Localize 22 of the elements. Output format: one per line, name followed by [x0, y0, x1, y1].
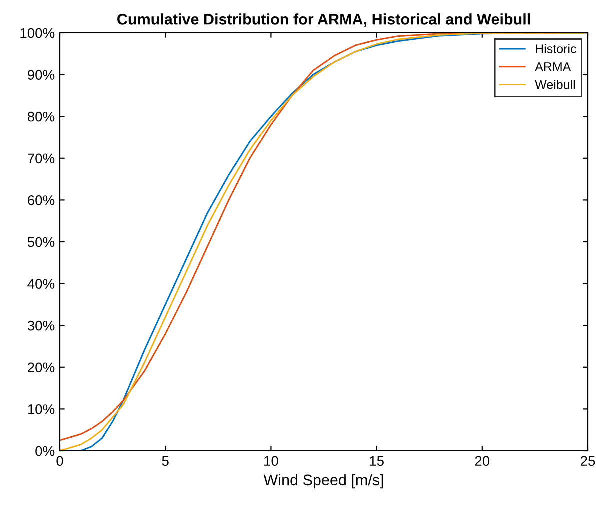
chart-title: Cumulative Distribution for ARMA, Historical and Weibull — [118, 14, 530, 28]
y-tick-label: 80% — [28, 112, 55, 122]
x-tick-label: 25 — [580, 456, 596, 466]
y-tick-label: 40% — [28, 279, 55, 289]
y-tick-label: 60% — [28, 196, 55, 206]
x-axis-title: Wind Speed [m/s] — [264, 474, 384, 489]
y-tick-label: 70% — [28, 154, 55, 164]
legend-label: ARMA — [535, 62, 572, 72]
y-tick-label: 20% — [28, 362, 55, 373]
y-tick-label: 50% — [28, 237, 55, 248]
x-tick-label: 0 — [56, 456, 64, 466]
x-tick-label: 15 — [370, 456, 384, 466]
y-tick-label: 0% — [36, 446, 55, 456]
legend-label: Weibull — [535, 80, 576, 90]
y-tick-label: 90% — [28, 70, 55, 80]
y-tick-label: 100% — [20, 28, 55, 38]
y-tick-label: 30% — [28, 320, 55, 331]
x-tick-label: 10 — [264, 456, 278, 466]
x-tick-label: 20 — [475, 456, 490, 466]
legend-label: Historic — [536, 44, 576, 54]
y-tick-label: 10% — [28, 404, 55, 414]
x-tick-label: 5 — [162, 456, 169, 466]
